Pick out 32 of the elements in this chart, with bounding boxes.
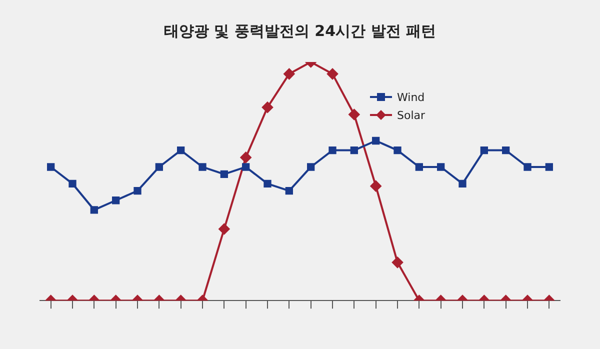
point <box>437 163 445 171</box>
point <box>348 108 360 120</box>
point <box>240 152 252 163</box>
point <box>502 146 510 154</box>
point <box>307 163 315 171</box>
point <box>198 163 206 171</box>
point <box>524 163 532 171</box>
point <box>545 163 553 171</box>
point <box>328 146 336 154</box>
point <box>68 180 76 188</box>
point <box>242 163 250 171</box>
legend-label: Solar <box>397 108 426 122</box>
point <box>372 136 380 145</box>
point <box>177 146 185 154</box>
point <box>155 163 163 171</box>
point <box>90 206 98 214</box>
point <box>264 180 272 188</box>
point <box>112 196 120 204</box>
point <box>220 170 228 178</box>
point <box>262 102 273 113</box>
point <box>370 180 382 192</box>
point <box>415 163 423 171</box>
point <box>480 146 488 154</box>
point <box>458 180 466 188</box>
point <box>394 146 402 154</box>
point <box>218 224 230 235</box>
point <box>285 187 293 195</box>
point <box>350 146 358 154</box>
point <box>134 187 142 195</box>
chart-title: 태양광 및 풍력발전의 24시간 발전 패턴 <box>163 22 437 41</box>
legend-label: Wind <box>397 90 425 104</box>
point <box>47 163 55 171</box>
